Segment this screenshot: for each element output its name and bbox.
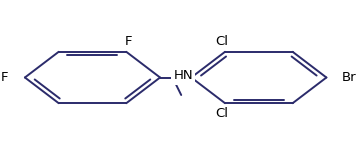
Text: Br: Br [342,71,356,84]
Text: Cl: Cl [215,107,228,120]
Text: Cl: Cl [215,35,228,48]
Text: F: F [124,35,132,48]
Text: F: F [0,71,8,84]
Text: HN: HN [174,69,193,82]
